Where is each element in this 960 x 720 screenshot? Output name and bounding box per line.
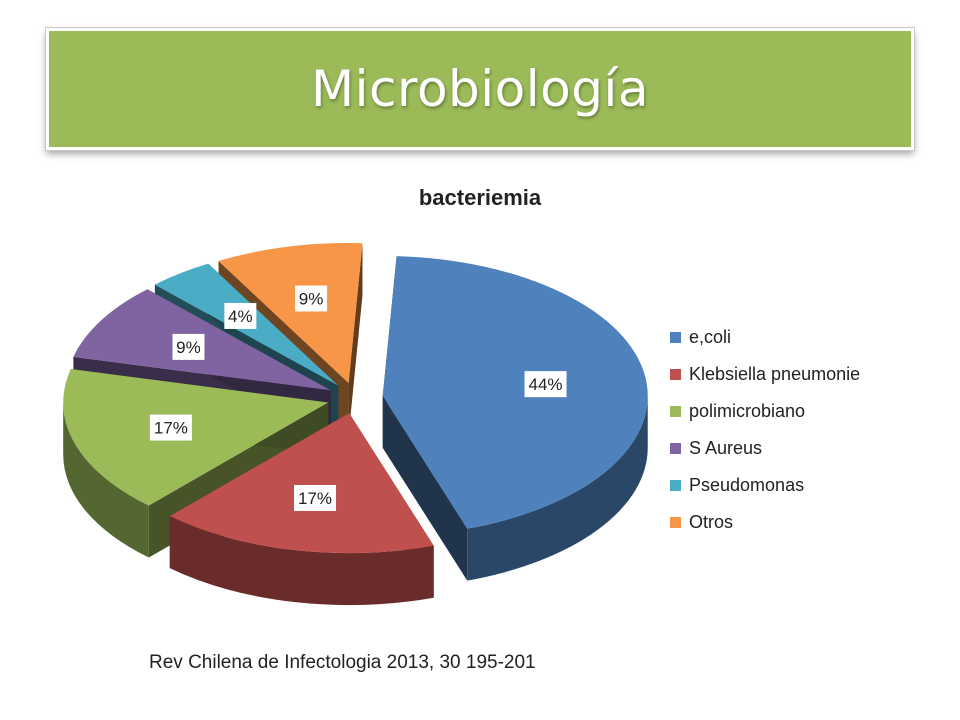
title-banner: Microbiología: [45, 27, 915, 151]
slice-side-face: [348, 243, 363, 436]
chart-title: bacteriemia: [419, 185, 542, 210]
data-label-box: [295, 285, 328, 312]
source-citation: Rev Chilena de Infectologia 2013, 30 195…: [149, 652, 536, 673]
slice-top-face: [169, 413, 434, 554]
slice-outer-wall: [467, 395, 648, 581]
slice-outer-wall: [169, 516, 434, 606]
pie-slice-1: [382, 256, 648, 581]
data-label-5: 4%: [224, 302, 257, 329]
legend-swatch: [670, 369, 681, 380]
legend-swatch: [670, 517, 681, 528]
legend-item-5: Pseudomonas: [670, 475, 804, 495]
legend-item-1: e,coli: [670, 327, 731, 347]
slice-top-face: [218, 243, 363, 384]
legend-swatch: [670, 480, 681, 491]
data-label-text: 44%: [529, 375, 563, 394]
slice-side-face: [382, 395, 468, 581]
legend-label: Pseudomonas: [689, 475, 804, 495]
legend-label: e,coli: [689, 327, 731, 347]
legend-swatch: [670, 443, 681, 454]
legend-swatch: [670, 332, 681, 343]
slice-outer-wall: [63, 402, 149, 558]
data-label-3: 17%: [149, 414, 192, 441]
legend-swatch: [670, 406, 681, 417]
legend-item-6: Otros: [670, 512, 733, 532]
pie-slice-2: [169, 413, 434, 606]
legend-item-3: polimicrobiano: [670, 401, 805, 421]
slice-top-face: [63, 369, 329, 506]
legend-label: polimicrobiano: [689, 401, 805, 421]
pie-slices: [63, 243, 648, 606]
data-label-text: 17%: [154, 419, 188, 438]
data-label-2: 17%: [294, 484, 337, 511]
data-label-6: 9%: [295, 285, 328, 312]
data-label-box: [294, 484, 337, 511]
legend-label: Otros: [689, 512, 733, 532]
data-label-text: 9%: [299, 290, 324, 309]
data-label-text: 9%: [176, 338, 201, 357]
data-label-text: 17%: [298, 489, 332, 508]
data-label-box: [224, 302, 257, 329]
legend-label: S Aureus: [689, 438, 762, 458]
data-label-1: 44%: [524, 371, 567, 398]
slide-title: Microbiología: [310, 60, 650, 118]
data-label-text: 4%: [228, 307, 253, 326]
data-label-box: [149, 414, 192, 441]
pie-data-labels: 44% 17% 17% 9% 4% 9%: [149, 285, 567, 511]
slice-top-face: [382, 256, 648, 529]
data-label-4: 9%: [172, 333, 205, 360]
chart-legend: e,coli Klebsiella pneumonie polimicrobiano…: [670, 327, 860, 532]
legend-item-2: Klebsiella pneumonie: [670, 364, 860, 384]
data-label-box: [172, 333, 205, 360]
data-label-box: [524, 371, 567, 398]
legend-item-4: S Aureus: [670, 438, 762, 458]
legend-label: Klebsiella pneumonie: [689, 364, 860, 384]
